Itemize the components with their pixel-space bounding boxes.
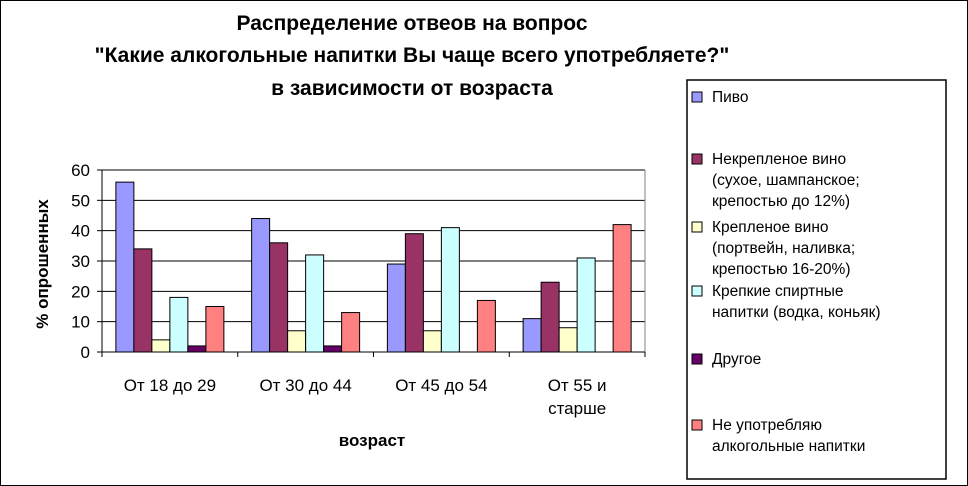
bar (612, 224, 632, 353)
bar (323, 345, 343, 353)
y-tick-label: 30 (71, 252, 90, 271)
bar (133, 248, 153, 353)
y-tick-label: 20 (71, 282, 90, 301)
legend-box (686, 79, 947, 480)
bar (205, 306, 225, 353)
bar (269, 242, 289, 353)
legend-swatch (691, 153, 703, 165)
legend-label: Крепкие спиртные (712, 283, 844, 300)
y-tick-label: 60 (71, 161, 90, 180)
y-tick-label: 50 (71, 191, 90, 210)
bar (522, 318, 542, 353)
bar (151, 339, 171, 353)
y-axis-title: % опрошенных (33, 199, 52, 329)
bar (540, 281, 560, 353)
bar (386, 263, 406, 353)
bar (476, 299, 496, 353)
y-tick-label: 40 (71, 222, 90, 241)
chart-title-line: "Какие алкогольные напитки Вы чаще всего… (95, 44, 730, 67)
legend-label: напитки (водка, коньяк) (712, 304, 881, 321)
x-axis-title: возраст (339, 431, 405, 450)
chart-title-line: в зависимости от возраста (271, 77, 553, 100)
legend-label: крепостью 16-20%) (712, 261, 850, 278)
legend-label: Некрепленое вино (712, 151, 846, 168)
bar (115, 181, 135, 353)
legend-label: Крепленое вино (712, 219, 829, 236)
bar (187, 345, 207, 353)
bar (440, 227, 460, 353)
legend-label: крепостью до 12%) (712, 193, 850, 210)
x-category-label: От 55 и (548, 376, 607, 395)
legend-label: Пиво (712, 89, 748, 106)
legend-label: (портвейн, наливка; (712, 240, 855, 257)
bar (169, 296, 189, 353)
y-tick-label: 0 (81, 343, 90, 362)
chart-title-line: Распределение отвеов на вопрос (236, 12, 587, 35)
legend-swatch (691, 285, 703, 297)
legend-swatch (691, 91, 703, 103)
bar (576, 257, 596, 353)
legend-label: Не употребляю (712, 417, 822, 434)
bar (287, 330, 307, 353)
legend-swatch (691, 221, 703, 233)
legend-label: (сухое, шампанское; (712, 172, 860, 189)
bar (251, 218, 271, 353)
legend-swatch (691, 419, 703, 431)
x-category-label: От 45 до 54 (395, 376, 487, 395)
legend-label: Другое (712, 351, 761, 368)
bar (341, 312, 361, 353)
x-category-label: От 30 до 44 (259, 376, 351, 395)
y-tick-label: 10 (71, 313, 90, 332)
x-category-label: старше (548, 399, 606, 418)
bar (305, 254, 325, 353)
bar (558, 327, 578, 353)
legend-swatch (691, 353, 703, 365)
bar (404, 233, 424, 353)
bar (422, 330, 442, 353)
x-category-label: От 18 до 29 (124, 376, 216, 395)
legend-label: алкогольные напитки (712, 438, 865, 455)
